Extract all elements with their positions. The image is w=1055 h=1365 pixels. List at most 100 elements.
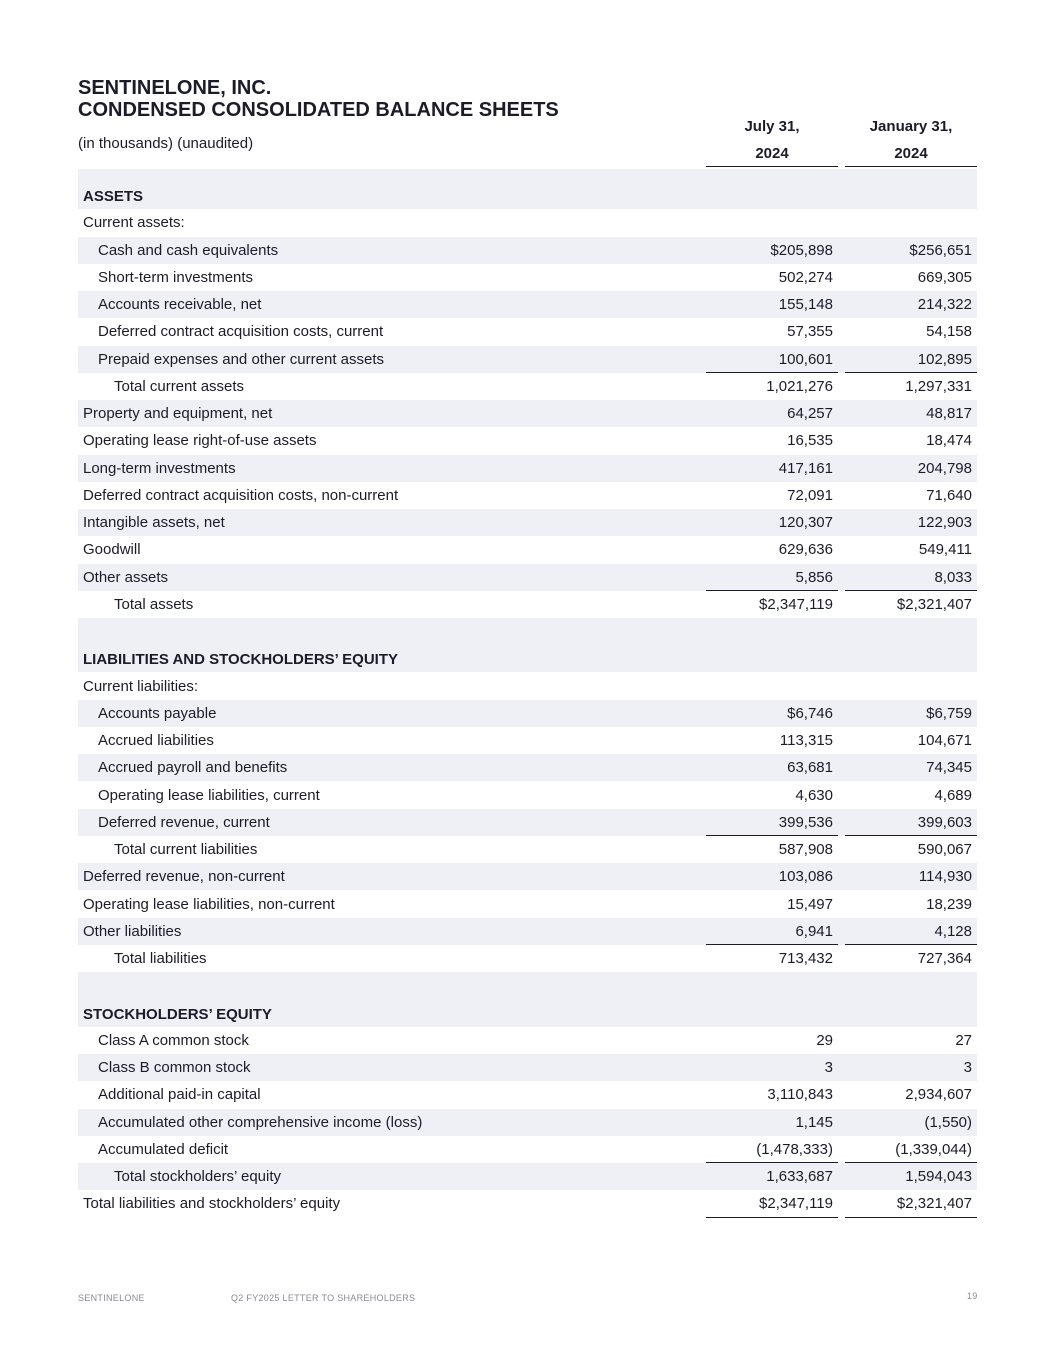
cell-value: 204,798 xyxy=(917,459,972,477)
cell-value: 3,110,843 xyxy=(767,1086,833,1104)
row-label: Other liabilities xyxy=(83,922,182,940)
cell-value: 4,128 xyxy=(934,922,972,940)
table-row: Total assets $2,347,119 $2,321,407 xyxy=(78,591,977,618)
cell-value: 2,934,607 xyxy=(905,1086,972,1104)
section-header xyxy=(78,972,977,1027)
row-label: Total liabilities and stockholders’ equi… xyxy=(83,1195,341,1213)
cell-value: $256,651 xyxy=(909,241,972,259)
row-label: Property and equipment, net xyxy=(83,405,273,422)
cell-value: $2,321,407 xyxy=(896,1195,972,1213)
title: CONDENSED CONSOLIDATED BALANCE SHEETS xyxy=(78,99,559,121)
cell-value: 214,322 xyxy=(917,296,972,313)
row-label: Class B common stock xyxy=(98,1059,251,1076)
column-header: January 31, xyxy=(869,118,953,135)
table-row: Total liabilities and stockholders’ equi… xyxy=(78,1190,977,1217)
cell-value: 122,903 xyxy=(917,514,972,531)
table-row: Deferred contract acquisition costs, cur… xyxy=(78,318,977,345)
cell-value: $6,759 xyxy=(926,704,972,722)
table-row: Operating lease liabilities, non-current… xyxy=(78,891,977,918)
table-row: Total current assets 1,021,276 1,297,331 xyxy=(78,373,977,400)
row-label: Deferred revenue, current xyxy=(98,813,270,831)
cell-value: 63,681 xyxy=(787,759,833,777)
row-label: Operating lease liabilities, current xyxy=(98,786,320,804)
cell-value: 74,345 xyxy=(926,759,972,777)
table-row: Current assets: xyxy=(78,209,977,236)
footer-center: Q2 FY2025 LETTER TO SHAREHOLDERS xyxy=(231,1293,416,1303)
table-row: Property and equipment, net 64,257 48,817 xyxy=(78,400,977,427)
row-label: Accrued liabilities xyxy=(98,732,214,749)
row-label: Total stockholders’ equity xyxy=(114,1168,282,1185)
row-label: Total assets xyxy=(114,595,194,613)
rule-above xyxy=(845,371,977,373)
row-label: Accounts receivable, net xyxy=(98,296,262,313)
cell-value: 18,239 xyxy=(926,895,972,913)
cell-value: 4,689 xyxy=(934,786,972,804)
row-label: Intangible assets, net xyxy=(83,514,225,531)
cell-value: 15,497 xyxy=(787,895,833,913)
cell-value: 48,817 xyxy=(926,405,972,422)
row-label: Deferred contract acquisition costs, non… xyxy=(83,486,399,504)
table-row: Intangible assets, net 120,307 122,903 xyxy=(78,509,977,536)
cell-value: 8,033 xyxy=(934,568,972,586)
cell-value: (1,339,044) xyxy=(895,1140,972,1158)
cell-value: 399,536 xyxy=(778,813,833,831)
cell-value: 502,274 xyxy=(778,268,833,286)
row-label: Operating lease right-of-use assets xyxy=(83,432,317,450)
section-title: LIABILITIES AND STOCKHOLDERS’ EQUITY xyxy=(83,651,399,669)
table-row: Accounts payable $6,746 $6,759 xyxy=(78,699,977,727)
cell-value: 57,355 xyxy=(787,323,833,341)
cell-value: 102,895 xyxy=(917,350,972,368)
cell-value: 587,908 xyxy=(778,841,833,858)
column-header: 2024 xyxy=(894,145,928,162)
row-label: Goodwill xyxy=(83,541,141,559)
table-row: Total current liabilities 587,908 590,067 xyxy=(78,836,977,863)
cell-value: $6,746 xyxy=(787,704,833,722)
row-label: Long-term investments xyxy=(83,459,236,477)
rule-below xyxy=(706,1217,838,1219)
cell-value: 18,474 xyxy=(926,432,972,450)
cell-value: (1,478,333) xyxy=(756,1140,833,1158)
cell-value: 16,535 xyxy=(787,432,833,450)
row-label: Cash and cash equivalents xyxy=(98,241,279,259)
table-row: Cash and cash equivalents $205,898 $256,65… xyxy=(78,236,977,264)
cell-value: 64,257 xyxy=(787,405,833,422)
section-title: ASSETS xyxy=(83,188,144,205)
cell-value: $2,347,119 xyxy=(759,595,833,613)
table-row: Deferred contract acquisition costs, non… xyxy=(78,482,977,509)
row-label: Accrued payroll and benefits xyxy=(98,759,288,777)
cell-value: 727,364 xyxy=(917,950,972,967)
cell-value: 54,158 xyxy=(926,323,972,341)
table-row: Operating lease right-of-use assets 16,53… xyxy=(78,427,977,454)
table-row: Deferred revenue, non-current 103,086 114,… xyxy=(78,863,977,891)
rule-above xyxy=(706,371,838,373)
rule-above xyxy=(845,1162,977,1163)
cell-value: 72,091 xyxy=(787,486,833,504)
row-label: Total liabilities xyxy=(114,950,207,967)
cell-value: 1,021,276 xyxy=(766,377,833,395)
cell-value: 6,941 xyxy=(795,922,833,940)
row-label: Additional paid-in capital xyxy=(98,1086,261,1104)
cell-value: 417,161 xyxy=(778,459,833,477)
cell-value: 3 xyxy=(824,1059,833,1076)
cell-value: 1,145 xyxy=(795,1113,833,1131)
row-label: Deferred contract acquisition costs, cur… xyxy=(98,323,384,341)
row-label: Current liabilities: xyxy=(83,677,199,695)
cell-value: 629,636 xyxy=(778,541,833,559)
footer-left: SENTINELONE xyxy=(78,1293,145,1303)
table-row: Accumulated other comprehensive income (… xyxy=(78,1108,977,1136)
table-row: Total stockholders’ equity 1,633,687 1,594… xyxy=(78,1163,977,1190)
cell-value: 104,671 xyxy=(917,732,972,749)
cell-value: 155,148 xyxy=(778,296,833,313)
table-row: Deferred revenue, current 399,536 399,603 xyxy=(78,808,977,836)
table-row: Current liabilities: xyxy=(78,673,977,700)
row-label: Accounts payable xyxy=(98,704,217,722)
cell-value: 71,640 xyxy=(926,486,972,504)
row-label: Current assets: xyxy=(83,214,185,232)
row-label: Total current liabilities xyxy=(114,841,258,858)
table-row: Class A common stock 29 27 xyxy=(78,1027,977,1054)
row-label: Prepaid expenses and other current asset… xyxy=(98,350,385,368)
rule-above xyxy=(845,944,977,945)
header-rule xyxy=(706,166,838,167)
row-label: Total current assets xyxy=(114,377,245,395)
table-row: Accrued payroll and benefits 63,681 74,345 xyxy=(78,754,977,782)
